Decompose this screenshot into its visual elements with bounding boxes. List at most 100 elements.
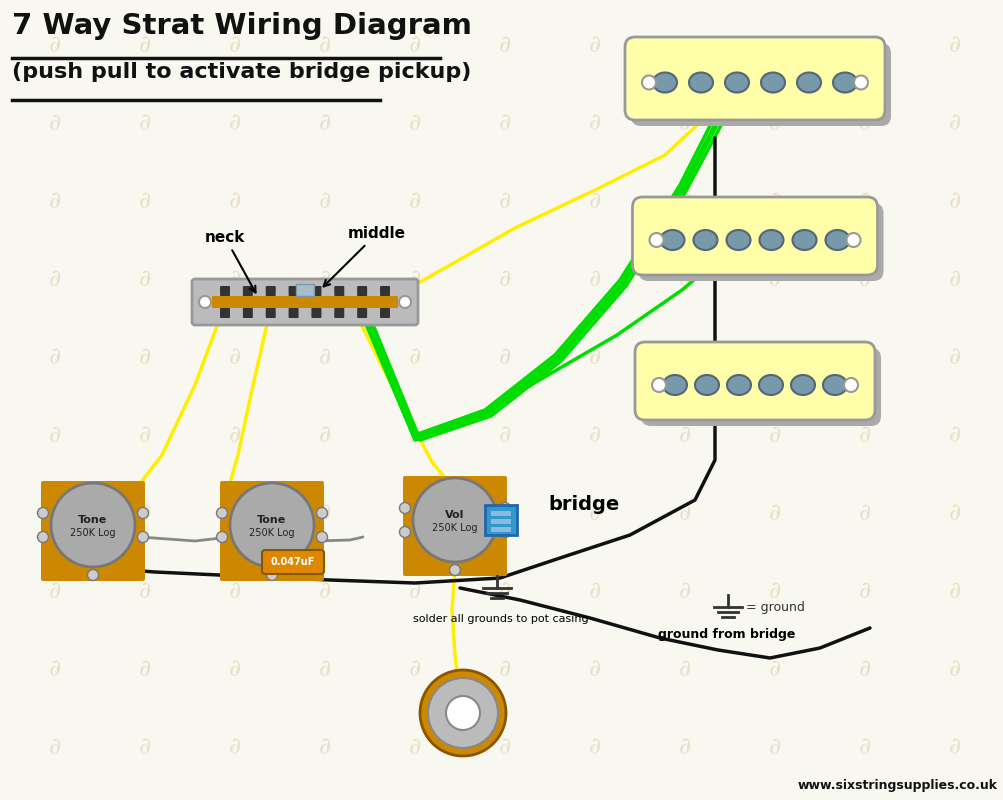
FancyBboxPatch shape	[288, 286, 298, 296]
Text: ∂: ∂	[589, 190, 601, 213]
Circle shape	[649, 233, 663, 247]
Text: ∂: ∂	[138, 502, 151, 525]
FancyBboxPatch shape	[311, 308, 321, 318]
Text: ∂: ∂	[678, 190, 690, 213]
Circle shape	[37, 507, 48, 518]
Text: ∂: ∂	[768, 190, 780, 213]
Text: ∂: ∂	[768, 111, 780, 134]
FancyBboxPatch shape	[334, 308, 344, 318]
FancyBboxPatch shape	[638, 203, 883, 281]
FancyBboxPatch shape	[212, 296, 397, 308]
Text: ∂: ∂	[319, 423, 331, 446]
FancyBboxPatch shape	[243, 308, 253, 318]
Text: ∂: ∂	[408, 423, 420, 446]
Text: ∂: ∂	[408, 658, 420, 681]
Text: ∂: ∂	[49, 267, 61, 290]
Text: 250K Log: 250K Log	[249, 528, 295, 538]
Ellipse shape	[688, 73, 712, 93]
Ellipse shape	[726, 375, 750, 395]
Circle shape	[199, 296, 211, 308]
Bar	[490, 519, 511, 524]
Bar	[490, 527, 511, 532]
Text: ∂: ∂	[768, 423, 780, 446]
Text: ∂: ∂	[229, 423, 241, 446]
Ellipse shape	[660, 230, 684, 250]
Text: = ground: = ground	[745, 601, 804, 614]
Text: ∂: ∂	[589, 658, 601, 681]
FancyBboxPatch shape	[296, 284, 314, 296]
Text: ∂: ∂	[678, 34, 690, 57]
Text: ∂: ∂	[678, 423, 690, 446]
Circle shape	[445, 696, 479, 730]
Bar	[490, 511, 511, 516]
Text: ∂: ∂	[589, 423, 601, 446]
FancyBboxPatch shape	[311, 286, 321, 296]
Text: ∂: ∂	[948, 579, 960, 602]
Text: ∂: ∂	[49, 502, 61, 525]
Circle shape	[854, 75, 868, 90]
FancyBboxPatch shape	[630, 43, 890, 126]
FancyBboxPatch shape	[625, 37, 884, 120]
Ellipse shape	[824, 230, 849, 250]
Circle shape	[499, 526, 510, 538]
Text: ∂: ∂	[498, 502, 511, 525]
Ellipse shape	[760, 73, 784, 93]
Text: ∂: ∂	[408, 34, 420, 57]
Text: ∂: ∂	[49, 423, 61, 446]
Text: Tone: Tone	[257, 515, 286, 525]
Ellipse shape	[652, 73, 676, 93]
Text: ∂: ∂	[678, 579, 690, 602]
FancyBboxPatch shape	[379, 308, 389, 318]
Text: ∂: ∂	[319, 346, 331, 369]
Text: ∂: ∂	[858, 346, 871, 369]
Circle shape	[137, 531, 148, 542]
Text: ∂: ∂	[49, 346, 61, 369]
Circle shape	[230, 483, 314, 567]
Text: ∂: ∂	[319, 579, 331, 602]
Text: ∂: ∂	[229, 267, 241, 290]
Ellipse shape	[832, 73, 857, 93]
Text: ∂: ∂	[858, 111, 871, 134]
Ellipse shape	[693, 230, 717, 250]
Text: ∂: ∂	[319, 111, 331, 134]
Text: ∂: ∂	[319, 658, 331, 681]
Text: ∂: ∂	[948, 502, 960, 525]
Circle shape	[412, 478, 496, 562]
FancyBboxPatch shape	[640, 348, 880, 426]
Text: ∂: ∂	[858, 190, 871, 213]
Text: ∂: ∂	[498, 658, 511, 681]
Text: 7 Way Strat Wiring Diagram: 7 Way Strat Wiring Diagram	[12, 12, 471, 40]
FancyBboxPatch shape	[357, 308, 367, 318]
Text: ∂: ∂	[589, 267, 601, 290]
FancyBboxPatch shape	[192, 279, 417, 325]
Text: ∂: ∂	[319, 190, 331, 213]
Text: ∂: ∂	[498, 267, 511, 290]
Text: ∂: ∂	[589, 34, 601, 57]
Text: ∂: ∂	[498, 346, 511, 369]
Circle shape	[399, 502, 410, 514]
Text: ∂: ∂	[138, 579, 151, 602]
Circle shape	[51, 483, 134, 567]
Text: ∂: ∂	[229, 346, 241, 369]
Text: ∂: ∂	[678, 267, 690, 290]
Text: ∂: ∂	[229, 34, 241, 57]
Text: ∂: ∂	[138, 735, 151, 758]
Text: ∂: ∂	[49, 190, 61, 213]
Text: ∂: ∂	[858, 658, 871, 681]
Text: ∂: ∂	[858, 423, 871, 446]
Text: ∂: ∂	[319, 502, 331, 525]
Text: ∂: ∂	[319, 34, 331, 57]
Text: neck: neck	[205, 230, 256, 293]
Circle shape	[399, 526, 410, 538]
FancyBboxPatch shape	[402, 476, 507, 576]
Text: ∂: ∂	[768, 346, 780, 369]
Ellipse shape	[694, 375, 718, 395]
Text: ∂: ∂	[678, 735, 690, 758]
Text: ∂: ∂	[319, 735, 331, 758]
Text: ∂: ∂	[319, 267, 331, 290]
Text: ∂: ∂	[858, 267, 871, 290]
Text: ∂: ∂	[948, 267, 960, 290]
Text: ∂: ∂	[49, 111, 61, 134]
Text: ∂: ∂	[408, 346, 420, 369]
Text: ∂: ∂	[858, 34, 871, 57]
